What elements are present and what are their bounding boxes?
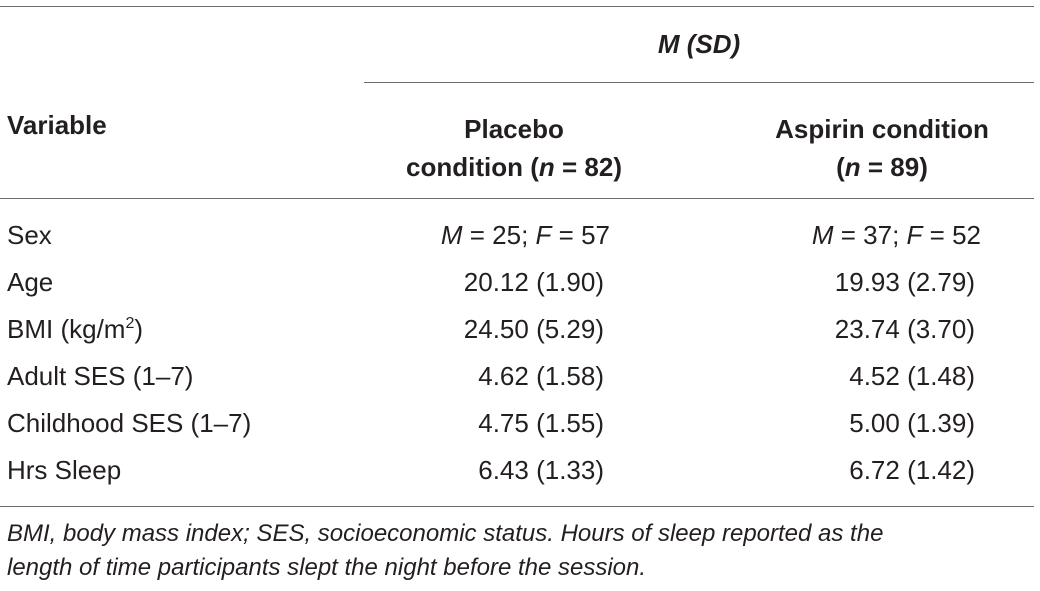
placebo-value: 20.12 (1.90)	[463, 267, 604, 297]
table-row-adult-ses: Adult SES (1–7) 4.62 (1.58) 4.52 (1.48)	[0, 352, 1040, 399]
bottom-rule	[0, 506, 1034, 507]
spanner-rule	[364, 82, 1034, 83]
row-label: Hrs Sleep	[7, 455, 122, 485]
female-count: = 52	[922, 220, 981, 250]
footnote-line1: BMI, body mass index; SES, socioeconomic…	[7, 520, 884, 547]
table-row-age: Age 20.12 (1.90) 19.93 (2.79)	[0, 258, 1040, 305]
aspirin-value: M = 37; F = 52	[785, 218, 981, 252]
header-rule	[0, 198, 1034, 199]
column-header-aspirin: Aspirin condition (n = 89)	[732, 110, 1032, 186]
table-footnote: BMI, body mass index; SES, socioeconomic…	[7, 517, 1037, 585]
placebo-n-value: = 82)	[554, 152, 622, 182]
footnote-line2: length of time participants slept the ni…	[7, 554, 647, 581]
column-header-variable: Variable	[7, 110, 107, 140]
placebo-value: M = 25; F = 57	[414, 218, 610, 252]
male-label: M	[811, 220, 834, 250]
row-label: Adult SES (1–7)	[7, 361, 194, 391]
aspirin-header-prefix: (	[836, 152, 845, 182]
aspirin-value: 4.52 (1.48)	[849, 361, 975, 391]
placebo-value: 4.75 (1.55)	[478, 408, 604, 438]
row-label: Age	[7, 267, 54, 297]
bmi-label-superscript: 2	[125, 315, 135, 332]
top-rule	[0, 6, 1034, 7]
aspirin-value: 19.93 (2.79)	[834, 267, 975, 297]
aspirin-value: 23.74 (3.70)	[834, 314, 975, 344]
table-row-childhood-ses: Childhood SES (1–7) 4.75 (1.55) 5.00 (1.…	[0, 399, 1040, 446]
female-count: = 57	[551, 220, 610, 250]
group-header: M (SD)	[364, 29, 1034, 59]
aspirin-value: 6.72 (1.42)	[849, 455, 975, 485]
female-label: F	[535, 220, 552, 250]
aspirin-header-line1: Aspirin condition	[775, 114, 989, 144]
row-label: BMI (kg/m2)	[7, 312, 143, 346]
row-label: Childhood SES (1–7)	[7, 408, 252, 438]
female-label: F	[906, 220, 923, 250]
placebo-value: 24.50 (5.29)	[463, 314, 604, 344]
male-label: M	[440, 220, 463, 250]
aspirin-n-value: = 89)	[860, 152, 928, 182]
table-row-sex: Sex M = 25; F = 57 M = 37; F = 52	[0, 211, 1040, 258]
table-row-hrs-sleep: Hrs Sleep 6.43 (1.33) 6.72 (1.42)	[0, 446, 1040, 493]
group-header-text: M (SD)	[657, 29, 741, 59]
bmi-label-end: )	[134, 314, 144, 344]
placebo-header-line1: Placebo	[464, 114, 564, 144]
row-label: Sex	[7, 220, 52, 250]
aspirin-value: 5.00 (1.39)	[849, 408, 975, 438]
table-row-bmi: BMI (kg/m2) 24.50 (5.29) 23.74 (3.70)	[0, 305, 1040, 352]
placebo-value: 6.43 (1.33)	[478, 455, 604, 485]
male-count: = 25;	[462, 220, 536, 250]
placebo-header-prefix: condition (	[406, 152, 539, 182]
placebo-n-label: n	[538, 152, 555, 182]
placebo-value: 4.62 (1.58)	[478, 361, 604, 391]
column-header-placebo: Placebo condition (n = 82)	[364, 110, 664, 186]
male-count: = 37;	[833, 220, 907, 250]
bmi-label-text: BMI (kg/m	[7, 314, 126, 344]
aspirin-n-label: n	[844, 152, 861, 182]
